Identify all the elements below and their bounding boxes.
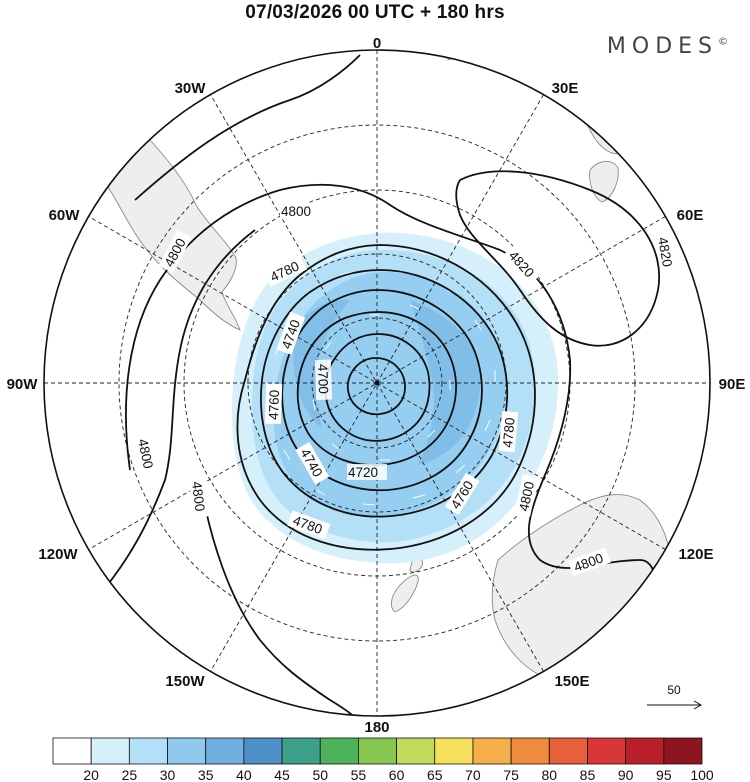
land-australia (491, 494, 673, 685)
copyright-mark: © (718, 36, 728, 48)
contour-label: 4800 (135, 438, 156, 471)
lon-label-120e: 120E (678, 546, 713, 563)
lon-label-0: 0 (373, 35, 381, 52)
contour-label: 4760 (266, 390, 282, 421)
lon-label-30w: 30W (175, 80, 207, 97)
wind-vector (409, 304, 420, 310)
lon-label-90e: 90E (719, 376, 746, 393)
contour-label: 4700 (315, 364, 331, 395)
wind-vector (324, 341, 332, 351)
lon-label-180: 180 (364, 719, 389, 736)
wind-vector (314, 488, 326, 496)
contour-4800-c (134, 54, 361, 201)
brand-name: MODES (606, 34, 718, 59)
contour-label: 4800 (281, 204, 311, 219)
contour-4820 (455, 170, 660, 347)
lon-label-150w: 150W (165, 673, 205, 690)
lon-label-90w: 90W (7, 376, 39, 393)
longitude-labels: 0 30E 60E 90E 120E 150E 180 150W 120W 90… (7, 35, 746, 736)
reference-vector-head (693, 700, 703, 710)
reference-vector: 50 (647, 683, 703, 710)
contour-4800-d (199, 479, 366, 716)
contour-label: 4780 (500, 417, 518, 448)
brand-logo: MODES© (607, 34, 728, 59)
wind-vector (474, 319, 482, 331)
contour-4740 (281, 289, 483, 492)
map-title: 07/03/2026 00 UTC + 180 hrs (245, 2, 505, 23)
contour-4680 (346, 357, 406, 416)
lon-label-30e: 30E (552, 80, 579, 97)
contour-label: 4800 (516, 480, 537, 513)
wind-vector (412, 494, 426, 499)
shade-35-40 (410, 300, 481, 465)
contour-4780 (236, 244, 536, 551)
meridian-60e-120w (88, 216, 666, 550)
meridian-30e-150w (210, 94, 544, 672)
contour-4800-b (94, 229, 256, 601)
land-africa (447, 50, 710, 155)
wind-vector (455, 464, 466, 474)
contour-label: 4720 (348, 465, 378, 480)
wind-vector (484, 419, 491, 432)
wind-vector (427, 429, 436, 438)
wind-vector (312, 399, 316, 411)
lon-label-60w: 60W (49, 207, 81, 224)
meridian-120e-60w (88, 216, 666, 550)
lon-label-150e: 150E (554, 673, 589, 690)
land-madagascar (589, 161, 619, 203)
contour-4700 (324, 333, 431, 442)
contour-label: 4820 (655, 236, 675, 268)
contour-4760 (260, 269, 509, 518)
meridian-150e-30w (210, 94, 544, 672)
contour-label: 4800 (189, 481, 208, 513)
land-new-zealand (390, 574, 419, 613)
south-pole-marker (374, 380, 380, 386)
lon-label-120w: 120W (38, 546, 78, 563)
map-boundary (43, 49, 711, 717)
lon-label-60e: 60E (677, 207, 704, 224)
contour-4720 (296, 311, 457, 466)
map-content: 4800 4800 4800 4800 4800 4800 (44, 50, 710, 716)
wind-vector (362, 503, 376, 506)
wind-vector (331, 443, 341, 451)
reference-vector-value: 50 (667, 683, 681, 697)
wind-vector (283, 449, 291, 461)
shade-35-40-b (293, 299, 350, 428)
wind-vector (339, 271, 353, 276)
